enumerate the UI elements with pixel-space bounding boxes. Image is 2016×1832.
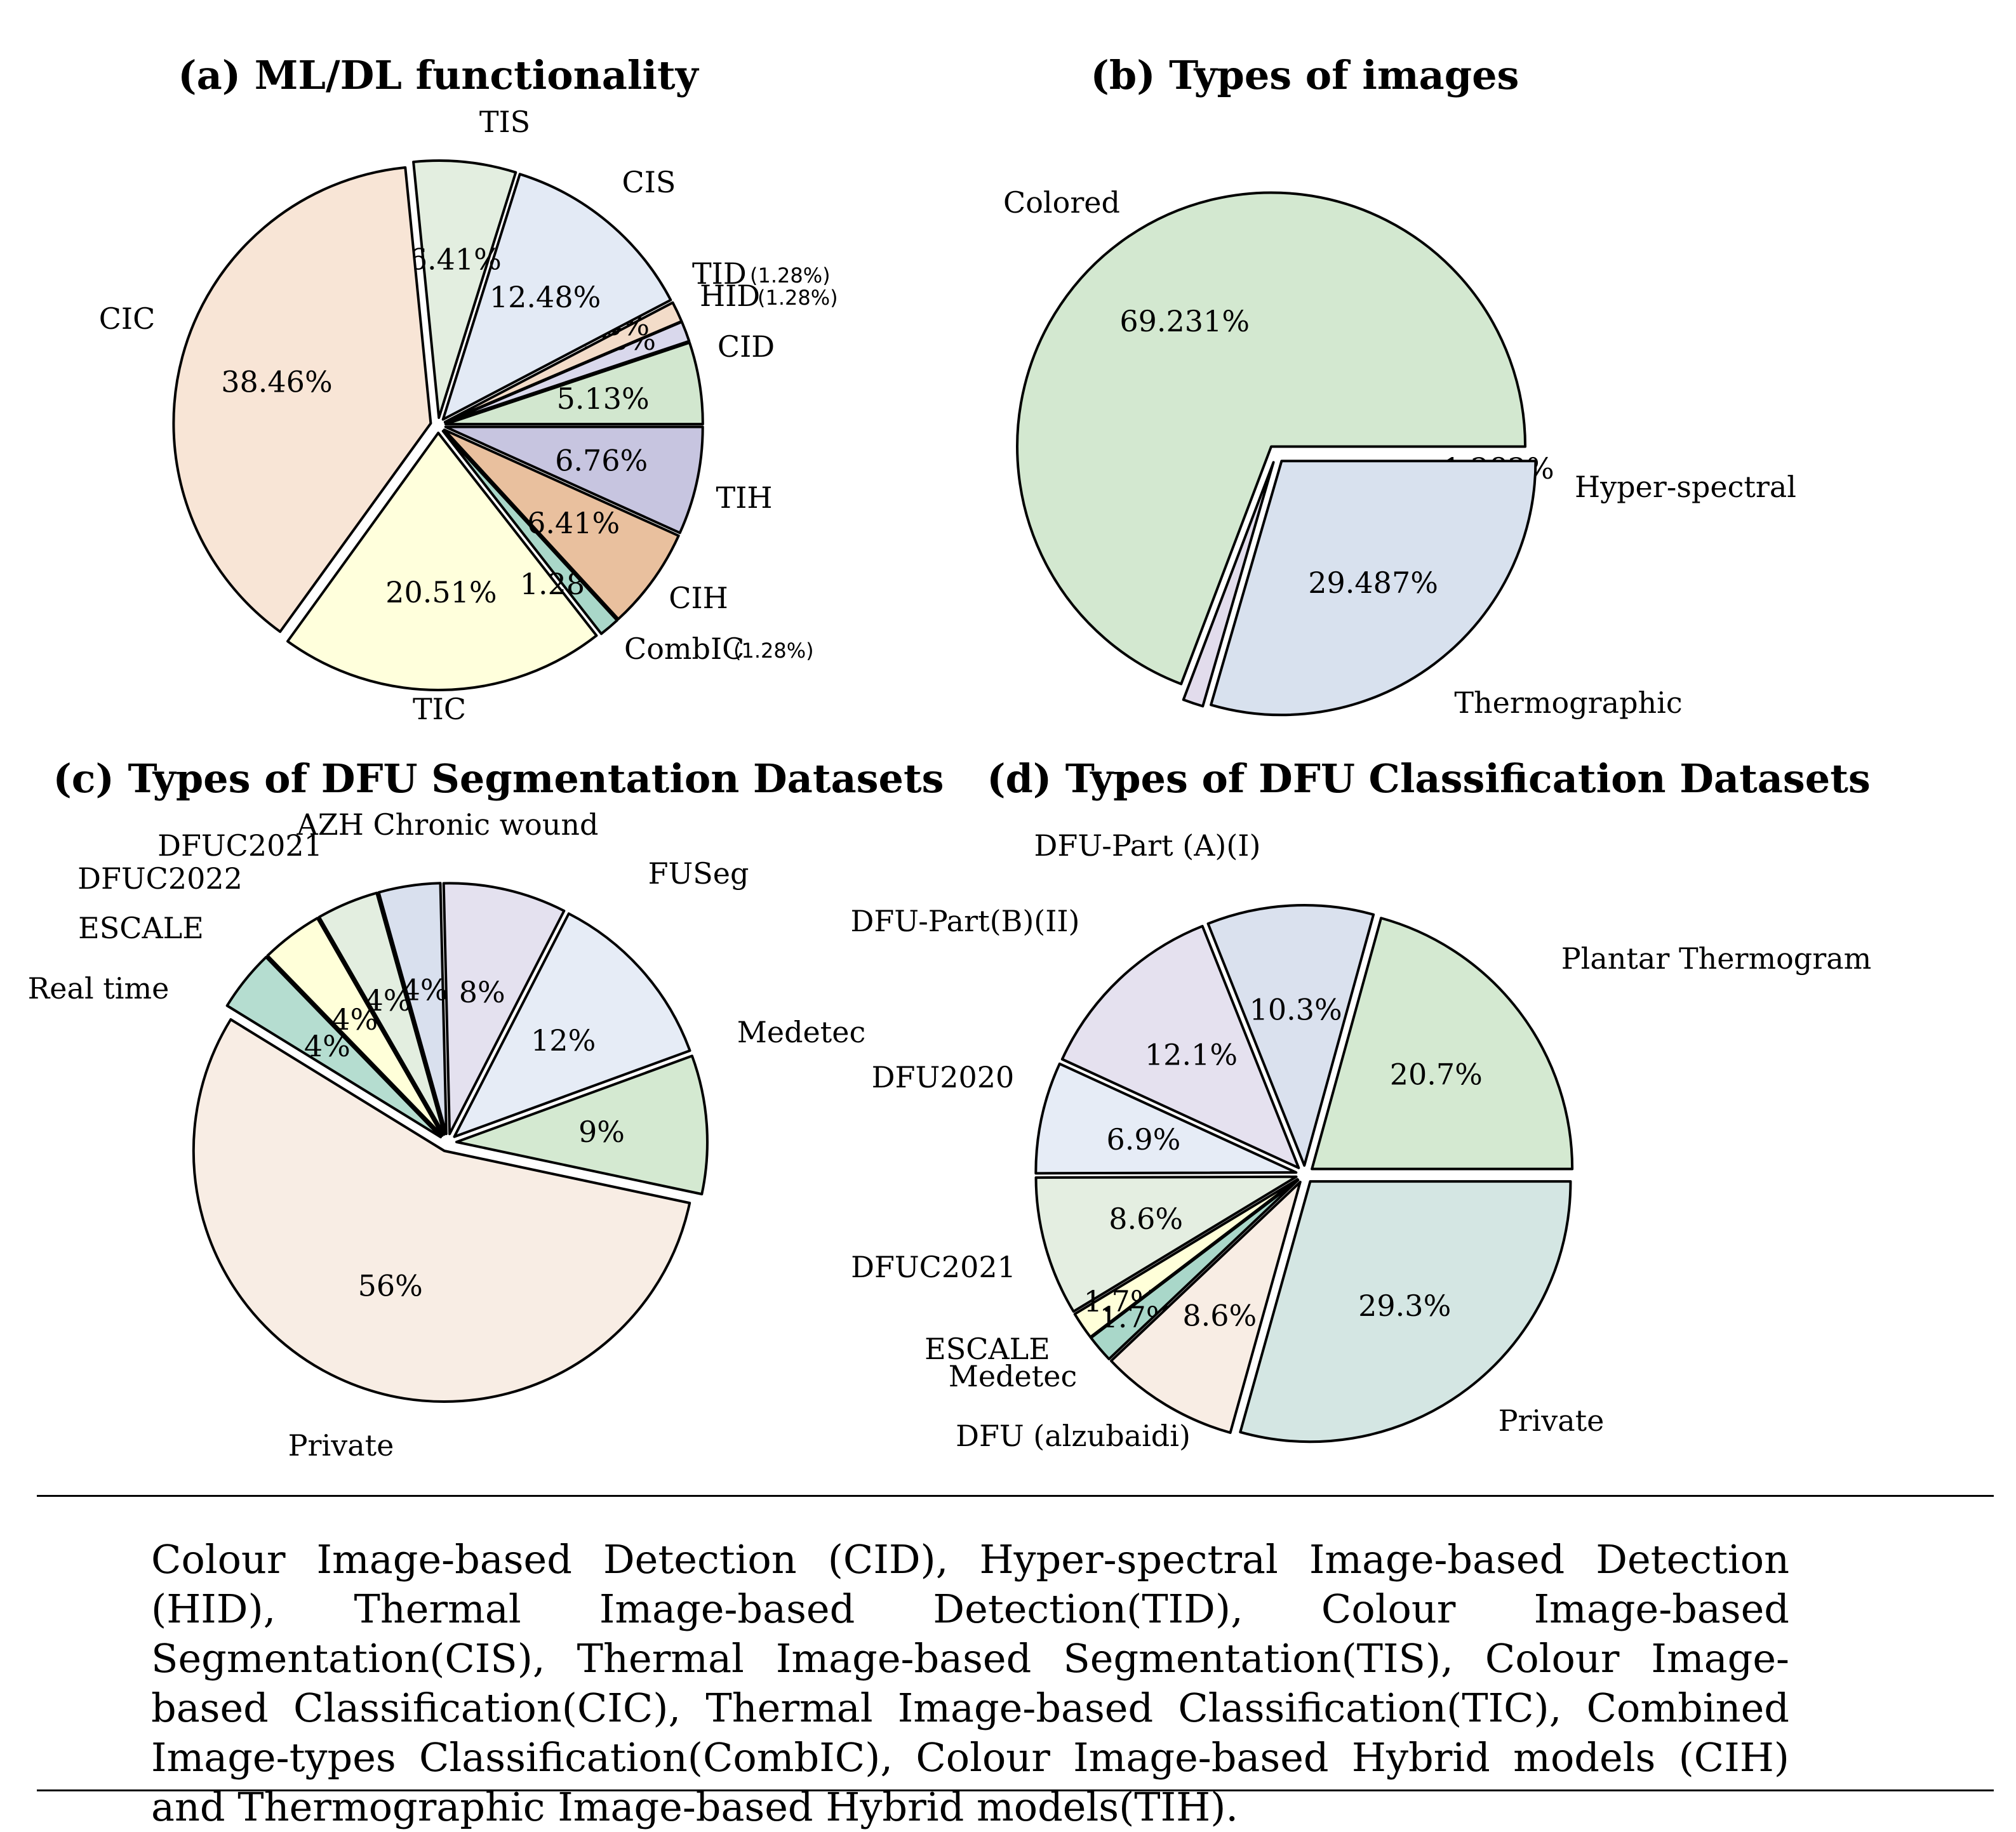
pie-a-label-tih: TIH [716,481,773,515]
pie-a-pct-cid: 5.13% [557,382,650,416]
pie-d-slice-dfuc2021 [1034,1175,1298,1313]
pie-c-pct-private: 56% [358,1269,423,1303]
pie-d-pct-dfuc2021: 8.6% [1109,1202,1183,1236]
pie-b-label-thermographic: Thermographic [1454,686,1682,720]
pie-a-title: (a) ML/DL functionality [178,52,699,98]
pie-a-note-combic: (1.28%) [733,639,814,663]
pie-b-label-colored: Colored [1003,185,1120,220]
pie-c-label-dfuc2021: DFUC2021 [157,828,323,863]
pie-d-label-private: Private [1499,1404,1605,1438]
pie-d-label-escale: ESCALE [925,1332,1050,1366]
pie-a: (a) ML/DL functionality 5.13%CID1.28%HID… [99,52,838,726]
pie-b-title: (b) Types of images [1091,52,1519,98]
pie-d-pct-plantar-thermogram: 20.7% [1390,1057,1483,1091]
pie-c-slice-escale [266,917,444,1137]
pie-a-label-cid: CID [718,329,775,364]
pie-d-slice-dfu-part-b-ii [1060,924,1300,1169]
pie-d-pct-private: 29.3% [1358,1289,1451,1323]
pie-a-slice-cid [444,341,704,426]
pie-a-slice-tis [412,159,517,420]
pie-a-label-combic: CombIC [624,632,744,666]
pie-d-slice-plantar-thermogram [1311,917,1574,1171]
pie-b-pct-thermographic: 29.487% [1308,566,1438,600]
pie-c-slice-medetec [455,1054,709,1196]
pie-a-slice-tid [443,301,683,423]
pie-a-note-hid: (1.28%) [758,286,838,310]
pie-a-pct-tic: 20.51% [385,575,497,609]
pie-a-slice-tic [286,431,598,691]
pie-d-label-dfu-part-a-i: DFU-Part (A)(I) [1034,828,1261,863]
pie-b-label-hyper-spectral: Hyper-spectral [1575,470,1796,504]
pie-c-slice-dfuc2022 [317,891,446,1136]
top-rule [37,1495,1994,1497]
pie-b-slice-colored [1016,191,1527,686]
figure-caption: Colour Image-based Detection (CID), Hype… [151,1536,1789,1830]
pie-a-label-cih: CIH [669,581,728,615]
pie-d: (d) Types of DFU Classification Datasets… [850,755,1871,1453]
pie-b-slice-thermographic [1210,460,1537,717]
pie-d-pct-dfu-part-b-ii: 12.1% [1145,1037,1238,1072]
pie-a-pct-tih: 6.76% [555,443,648,477]
pie-a-note-tid: (1.28%) [750,263,831,288]
pie-a-label-hid: HID [700,279,760,313]
pie-a-pct-cih: 6.41% [527,506,620,540]
pie-c-pct-fuseg: 12% [531,1023,596,1058]
pie-a-label-tis: TIS [479,105,530,139]
pie-c-pct-medetec: 9% [578,1115,625,1149]
pie-c: (c) Types of DFU Segmentation Datasets 9… [28,755,944,1463]
pie-c-slice-azh-chronic-wound [442,882,566,1136]
pie-d-pct-dfu2020: 6.9% [1106,1122,1180,1157]
pie-d-slice-dfu2020 [1034,1062,1298,1175]
pie-a-label-tid: TID [692,256,747,291]
pie-b: (b) Types of images 69.231%Colored1.282%… [1003,52,1796,720]
pie-c-slice-private [192,1018,691,1403]
pie-c-label-dfuc2022: DFUC2022 [77,861,243,896]
pie-d-slice-dfu-alzubaidi [1109,1180,1302,1434]
pie-a-label-cic: CIC [99,302,156,336]
pie-d-label-plantar-thermogram: Plantar Thermogram [1561,941,1872,976]
pie-c-label-private: Private [288,1428,394,1463]
pie-a-label-tic: TIC [413,692,466,726]
pie-d-slice-private [1239,1180,1572,1444]
pie-b-slice-hyper-spectral [1182,461,1275,708]
pie-c-pct-dfuc2021: 4% [402,973,448,1007]
bottom-rule [37,1789,1994,1791]
pie-a-pct-tis: 6.41% [409,242,502,276]
pie-a-slice-cis [441,173,672,421]
pie-a-slice-cic [172,166,432,634]
pie-d-label-medetec: Medetec [949,1359,1077,1393]
pie-d-label-dfu2020: DFU2020 [872,1060,1015,1094]
pie-d-title: (d) Types of DFU Classification Datasets [987,755,1871,802]
pie-d-label-dfu-alzubaidi: DFU (alzubaidi) [956,1419,1191,1453]
pie-d-label-dfuc2021: DFUC2021 [851,1250,1016,1284]
pie-c-label-fuseg: FUSeg [648,856,749,891]
pie-c-slice-real-time [225,955,443,1139]
pie-a-label-cis: CIS [622,165,676,199]
pie-c-pct-real-time: 4% [304,1029,350,1063]
pie-c-label-real-time: Real time [28,971,170,1006]
pie-c-label-escale: ESCALE [78,911,204,945]
pie-a-slice-tih [444,425,704,534]
pie-c-pct-azh-chronic-wound: 8% [459,975,505,1009]
pie-a-pct-cic: 38.46% [221,365,332,399]
pie-c-label-medetec: Medetec [737,1015,865,1049]
pie-d-slice-dfu-part-a-i [1206,904,1375,1167]
pie-c-slice-dfuc2021 [377,882,448,1136]
pie-b-pct-colored: 69.231% [1119,304,1250,338]
pie-c-slice-fuseg [453,912,691,1138]
pie-c-title: (c) Types of DFU Segmentation Datasets [53,755,944,802]
pie-a-pct-cis: 12.48% [490,280,601,314]
pie-a-slice-cih [443,428,680,621]
pie-d-slice-medetec [1090,1179,1300,1360]
pie-d-label-dfu-part-b-ii: DFU-Part(B)(II) [850,904,1079,938]
pie-a-slice-combic [441,430,618,635]
pie-d-pct-dfu-part-a-i: 10.3% [1250,992,1342,1026]
pie-d-pct-dfu-alzubaidi: 8.6% [1182,1299,1257,1333]
pie-c-label-azh-chronic-wound: AZH Chronic wound [297,807,599,842]
